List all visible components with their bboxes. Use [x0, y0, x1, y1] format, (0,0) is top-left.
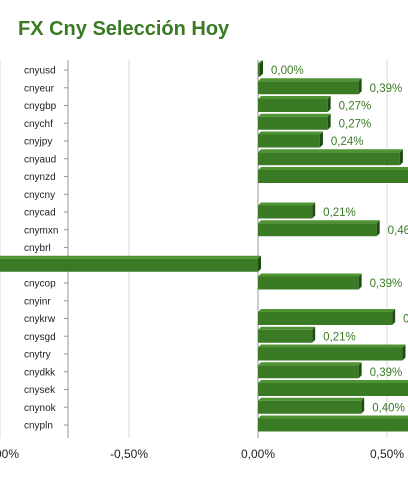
category-label: cnypln — [24, 421, 53, 432]
bar[interactable] — [258, 81, 359, 95]
data-label: 0,27% — [339, 101, 372, 113]
bar[interactable] — [258, 152, 400, 166]
bar-top — [258, 309, 396, 312]
bar-top — [258, 344, 406, 348]
bar[interactable] — [258, 63, 260, 77]
bar[interactable] — [258, 400, 362, 414]
data-label: 0,39% — [370, 83, 403, 95]
bar-side — [358, 273, 362, 290]
bar[interactable] — [258, 418, 408, 432]
bar-side — [327, 96, 331, 112]
data-label: 0,21% — [323, 207, 356, 219]
chart-title: FX Cny Selección Hoy — [18, 18, 230, 40]
bar[interactable] — [258, 116, 328, 130]
bar-top — [258, 202, 316, 206]
bar[interactable] — [258, 99, 328, 112]
bar[interactable] — [258, 134, 320, 148]
category-label: cnymxn — [24, 225, 58, 236]
bar-top — [258, 60, 263, 64]
data-label: 0,39% — [370, 367, 403, 379]
bar-top — [258, 167, 408, 170]
category-label: cnyinr — [24, 296, 51, 307]
bar-top — [258, 397, 365, 401]
bar-top — [258, 380, 408, 383]
category-label: cnydkk — [24, 367, 56, 378]
bar-top — [258, 113, 331, 117]
category-label: cnyusd — [24, 66, 56, 77]
x-tick-label: 0,50% — [370, 447, 404, 461]
bar[interactable] — [258, 312, 393, 325]
bar-side — [358, 362, 362, 379]
data-label: 0,52% — [403, 314, 408, 326]
bar-top — [258, 220, 380, 224]
category-label: cnykrw — [24, 314, 56, 325]
bar[interactable] — [258, 276, 359, 290]
bar-top — [258, 149, 403, 153]
bar-side — [258, 255, 261, 272]
data-label: 0,39% — [370, 278, 403, 290]
category-label: cnycad — [24, 208, 56, 219]
bar-side — [260, 60, 263, 77]
bar-side — [361, 397, 365, 414]
category-label: cnytry — [24, 350, 51, 361]
x-tick-label: 0,00% — [241, 447, 275, 461]
category-label: cnychf — [24, 119, 53, 130]
bar[interactable] — [258, 170, 408, 183]
bar-side — [358, 78, 362, 95]
bar-side — [327, 113, 331, 130]
bar[interactable] — [0, 258, 258, 272]
bar[interactable] — [258, 383, 408, 396]
category-label: cnyaud — [24, 154, 56, 165]
category-label: cnysek — [24, 385, 56, 396]
bar-top — [258, 78, 362, 82]
bar-side — [312, 326, 316, 343]
data-label: 0,00% — [271, 65, 304, 77]
category-label: cnycop — [24, 279, 56, 290]
category-label: cnynzd — [24, 172, 56, 183]
bar-side — [402, 344, 406, 361]
category-label: cnynok — [24, 403, 57, 414]
bar-top — [258, 96, 331, 99]
data-label: 0,21% — [323, 331, 356, 343]
bar[interactable] — [258, 223, 377, 237]
category-label: cnyeur — [24, 83, 55, 94]
x-tick-label: -0,50% — [110, 447, 148, 461]
data-label: 0,40% — [372, 402, 405, 414]
bar[interactable] — [258, 329, 313, 343]
x-tick-label: -1,00% — [0, 447, 19, 461]
bar-side — [399, 149, 403, 166]
category-label: cnybrl — [24, 243, 51, 254]
bar-top — [258, 362, 362, 366]
bar-side — [392, 309, 396, 325]
bar-top — [258, 326, 316, 330]
category-label: cnygbp — [24, 101, 57, 112]
bar-side — [312, 202, 316, 219]
data-label: 0,27% — [339, 118, 372, 130]
data-label: 0,46% — [388, 225, 408, 237]
data-label: 0,24% — [331, 136, 364, 148]
bar[interactable] — [258, 365, 359, 379]
bar-top — [258, 131, 323, 135]
category-label: cnysgd — [24, 332, 56, 343]
category-label: cnycny — [24, 190, 55, 201]
bar[interactable] — [258, 205, 313, 219]
bar-side — [319, 131, 323, 148]
bar-top — [0, 255, 261, 259]
category-label: cnyjpy — [24, 137, 52, 148]
bar[interactable] — [258, 347, 403, 361]
bar-top — [258, 415, 408, 419]
bar-side — [376, 220, 380, 237]
bar-top — [258, 273, 362, 277]
